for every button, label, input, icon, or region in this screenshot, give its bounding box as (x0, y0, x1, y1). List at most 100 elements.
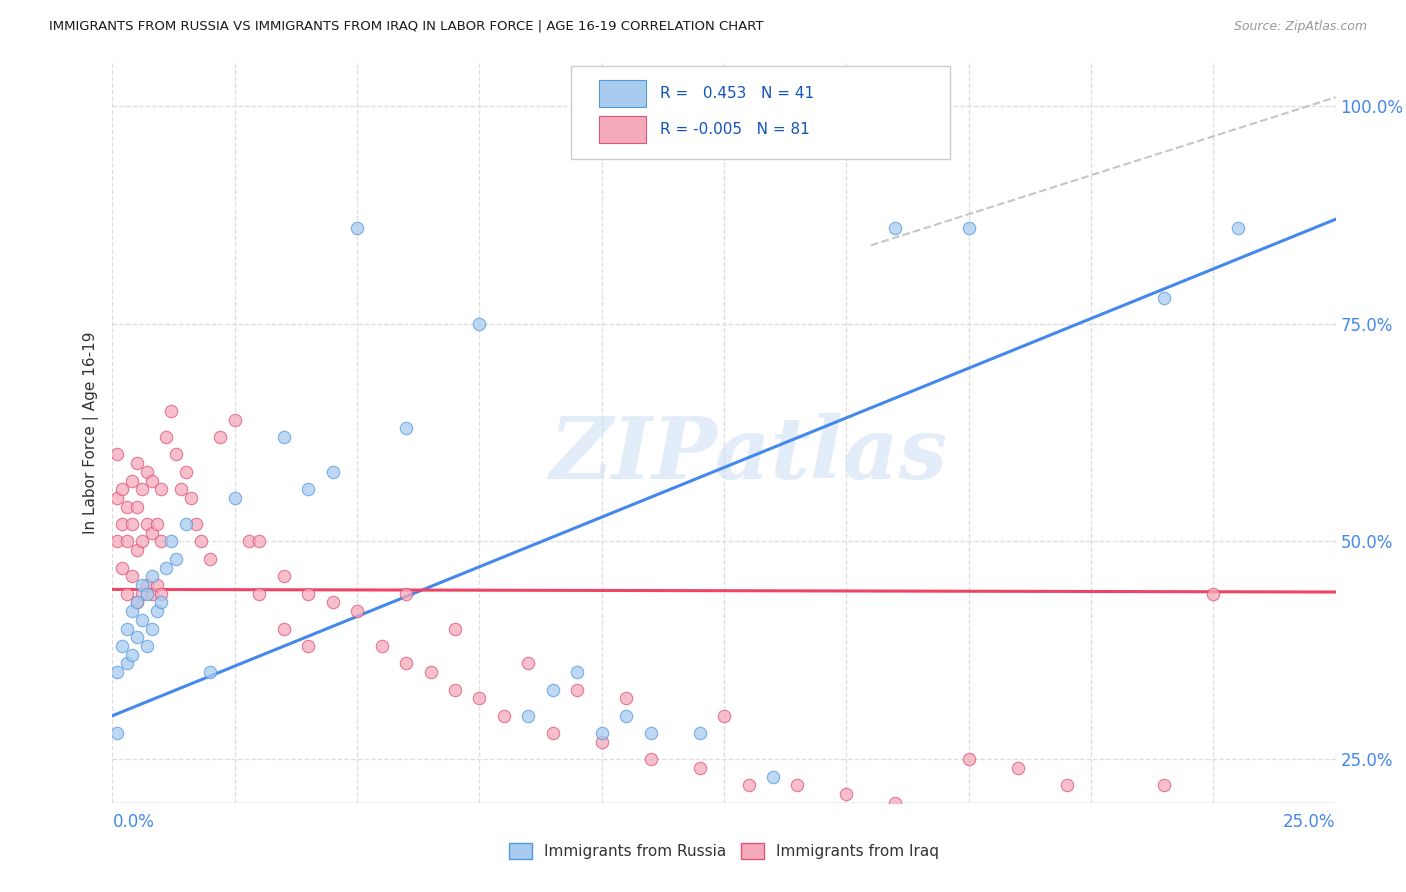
Point (141, 525, 163, 540)
Point (567, 682, 589, 697)
Point (135, 517, 157, 532)
Point (346, 604, 368, 618)
Point (247, 587, 270, 601)
Text: R =   0.453   N = 41: R = 0.453 N = 41 (661, 86, 814, 101)
Point (165, 447, 187, 461)
Text: IMMIGRANTS FROM RUSSIA VS IMMIGRANTS FROM IRAQ IN LABOR FORCE | AGE 16-19 CORREL: IMMIGRANTS FROM RUSSIA VS IMMIGRANTS FRO… (49, 20, 763, 33)
Point (1226, 221, 1249, 235)
Bar (599, 80, 645, 107)
Point (111, 482, 134, 496)
Point (689, 761, 711, 775)
Point (419, 665, 441, 680)
Point (141, 587, 163, 601)
Point (131, 534, 153, 549)
Point (105, 726, 128, 740)
Point (115, 587, 138, 601)
Point (591, 735, 613, 749)
Point (884, 221, 907, 235)
Point (135, 587, 157, 601)
Point (141, 569, 163, 583)
Point (121, 648, 143, 662)
Point (737, 778, 759, 792)
Point (322, 595, 344, 609)
Text: 25.0%: 25.0% (1284, 814, 1336, 831)
Point (135, 465, 157, 479)
Point (105, 491, 128, 505)
Point (115, 622, 138, 636)
Point (517, 708, 540, 723)
Y-axis label: In Labor Force | Age 16-19: In Labor Force | Age 16-19 (83, 331, 100, 534)
Point (517, 657, 540, 671)
Point (131, 482, 153, 496)
Point (934, 805, 956, 819)
Point (297, 587, 319, 601)
Point (131, 587, 153, 601)
FancyBboxPatch shape (571, 66, 950, 159)
Point (1129, 839, 1152, 854)
Point (121, 517, 143, 532)
Point (141, 474, 163, 488)
Text: ZIPatlas: ZIPatlas (550, 413, 948, 497)
Point (111, 639, 134, 653)
Point (1007, 761, 1029, 775)
Point (170, 482, 193, 496)
Point (125, 543, 148, 558)
Point (155, 430, 177, 444)
Point (492, 708, 515, 723)
Point (224, 491, 246, 505)
Point (689, 726, 711, 740)
Point (468, 691, 491, 706)
Point (105, 665, 128, 680)
Point (174, 465, 197, 479)
Point (184, 517, 207, 532)
Point (131, 578, 153, 592)
Point (957, 752, 980, 766)
Point (1056, 778, 1078, 792)
Point (1153, 291, 1175, 305)
Point (640, 726, 662, 740)
Point (160, 534, 183, 549)
Point (224, 412, 246, 426)
Point (591, 726, 613, 740)
Point (762, 770, 785, 784)
Legend: Immigrants from Russia, Immigrants from Iraq: Immigrants from Russia, Immigrants from … (502, 838, 946, 865)
Point (145, 578, 167, 592)
Point (468, 317, 491, 331)
Point (835, 787, 858, 801)
Point (135, 578, 157, 592)
Point (444, 682, 467, 697)
Point (541, 726, 564, 740)
Point (115, 657, 138, 671)
Point (444, 622, 467, 636)
Point (640, 752, 662, 766)
Point (1153, 778, 1175, 792)
Text: Source: ZipAtlas.com: Source: ZipAtlas.com (1233, 20, 1367, 33)
Point (209, 430, 232, 444)
Point (614, 708, 637, 723)
Point (150, 595, 173, 609)
Point (121, 474, 143, 488)
Point (145, 604, 167, 618)
Point (1031, 822, 1053, 836)
Bar (599, 117, 645, 143)
Point (297, 639, 319, 653)
Point (155, 560, 177, 574)
Point (541, 682, 564, 697)
Point (884, 796, 907, 810)
Point (190, 534, 212, 549)
Point (111, 517, 134, 532)
Point (150, 534, 173, 549)
Point (135, 639, 157, 653)
Point (145, 517, 167, 532)
Point (273, 569, 295, 583)
Point (957, 221, 980, 235)
Point (125, 595, 148, 609)
Point (200, 665, 222, 680)
Point (115, 500, 138, 514)
Point (273, 430, 295, 444)
Point (1178, 848, 1201, 863)
Point (370, 639, 392, 653)
Point (180, 491, 202, 505)
Point (174, 517, 197, 532)
Point (125, 630, 148, 644)
